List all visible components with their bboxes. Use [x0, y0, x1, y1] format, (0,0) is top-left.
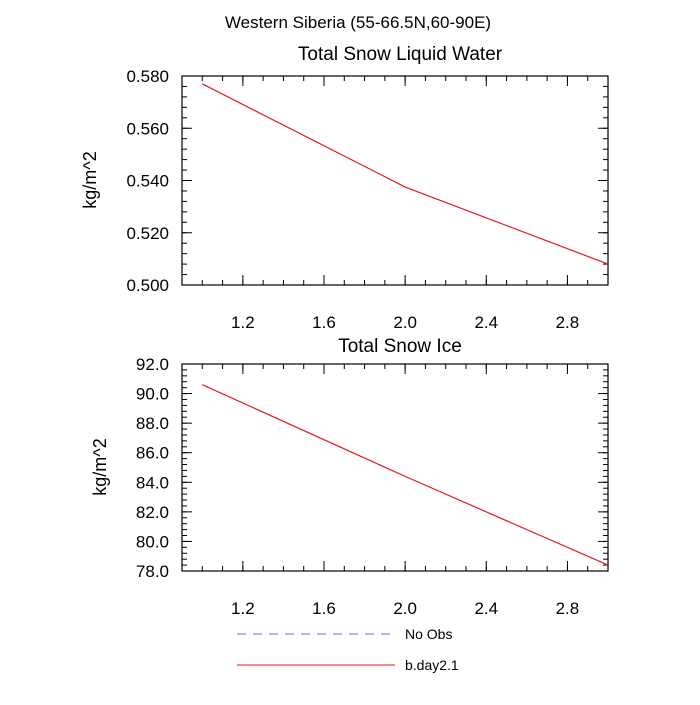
y-tick-label: 88.0 — [136, 414, 169, 433]
y-tick-label: 80.0 — [136, 532, 169, 551]
plot-frame — [181, 363, 609, 572]
y-tick-label: 78.0 — [136, 562, 169, 581]
y-tick-label: 84.0 — [136, 473, 169, 492]
x-tick-label: 2.0 — [393, 313, 417, 332]
panel-snow-liquid-water: Total Snow Liquid Water kg/m^2 1.2 1.6 2.0… — [80, 44, 609, 332]
x-tick-label: 1.6 — [312, 599, 336, 618]
y-tick-label: 90.0 — [136, 385, 169, 404]
y-axis-label: kg/m^2 — [80, 151, 100, 208]
panel-title: Total Snow Liquid Water — [298, 44, 503, 65]
x-tick-label: 2.8 — [556, 599, 580, 618]
y-axis-label: kg/m^2 — [90, 438, 110, 495]
x-tick-label: 2.4 — [474, 313, 498, 332]
plot-frame — [181, 75, 609, 286]
panel-snow-ice: Total Snow Ice kg/m^2 1.2 1.6 2.0 2.4 2.8 78.… — [90, 336, 609, 618]
y-tick-label: 82.0 — [136, 503, 169, 522]
series-line-b-day2-1 — [202, 83, 609, 265]
legend-label-b-day2-1: b.day2.1 — [405, 657, 459, 673]
y-tick-label: 92.0 — [136, 355, 169, 374]
y-tick-label: 0.540 — [126, 172, 169, 191]
x-tick-label: 2.0 — [393, 599, 417, 618]
series-line-b-day2-1 — [202, 384, 609, 566]
y-tick-label: 0.500 — [126, 276, 169, 295]
x-tick-label: 2.4 — [474, 599, 498, 618]
legend-label-no-obs: No Obs — [405, 626, 452, 642]
y-tick-label: 0.580 — [126, 67, 169, 86]
x-tick-label: 1.2 — [231, 313, 255, 332]
figure-title: Western Siberia (55-66.5N,60-90E) — [225, 13, 491, 32]
y-tick-label: 0.520 — [126, 224, 169, 243]
panel-title: Total Snow Ice — [338, 336, 462, 357]
legend: No Obs b.day2.1 — [237, 626, 459, 673]
y-tick-label: 86.0 — [136, 444, 169, 463]
x-tick-label: 2.8 — [556, 313, 580, 332]
y-tick-label: 0.560 — [126, 119, 169, 138]
x-tick-label: 1.2 — [231, 599, 255, 618]
x-tick-label: 1.6 — [312, 313, 336, 332]
